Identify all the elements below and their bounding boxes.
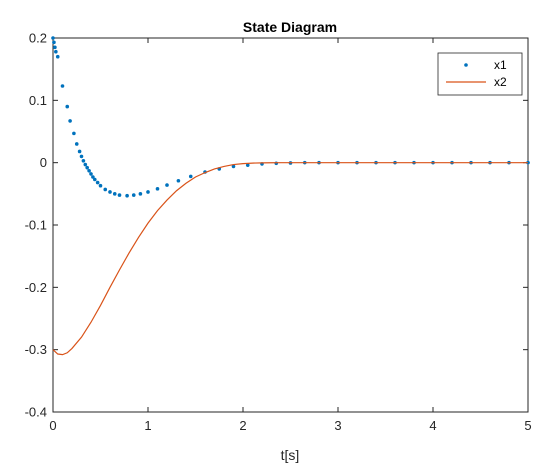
legend-swatch-x1	[464, 63, 468, 67]
y-tick-label: -0.2	[25, 280, 47, 295]
y-tick-label: 0.2	[29, 31, 47, 46]
series-point-x1	[131, 193, 136, 197]
x-tick-label: 4	[429, 418, 436, 433]
series-point-x1	[54, 49, 58, 54]
series-point-x1	[65, 104, 70, 109]
x-tick-label: 2	[239, 418, 246, 433]
y-tick-label: 0	[40, 155, 47, 170]
series-point-x1	[165, 183, 169, 187]
series-point-x1	[87, 168, 91, 173]
x-tick-label: 3	[334, 418, 341, 433]
series-point-x1	[53, 45, 57, 50]
legend-label-x1: x1	[494, 58, 507, 72]
x-tick-label: 5	[524, 418, 531, 433]
series-point-x1	[125, 193, 129, 198]
series-point-x1	[79, 154, 84, 159]
series-point-x1	[112, 192, 117, 196]
legend-box	[437, 52, 523, 96]
series-point-x1	[85, 165, 89, 170]
series-point-x1	[52, 40, 56, 45]
series-point-x1	[146, 190, 150, 194]
series-point-x1	[55, 54, 60, 59]
x-axis-label: t[s]	[281, 447, 300, 463]
series-point-x1	[155, 187, 160, 191]
series-point-x1	[81, 159, 86, 163]
series-point-x1	[83, 162, 88, 167]
series-point-x1	[245, 163, 250, 167]
x-tick-label: 0	[49, 418, 56, 433]
chart-title: State Diagram	[243, 19, 337, 35]
series-point-x1	[95, 180, 100, 185]
legend-label-x2: x2	[494, 75, 507, 89]
y-tick-label: -0.1	[25, 218, 47, 233]
series-point-x1	[77, 149, 82, 154]
y-tick-label: -0.3	[25, 342, 47, 357]
series-point-x1	[176, 178, 181, 183]
plot-area: 0 1 2 3 4 5 0.2 0.1 0 -0.1 -0.2 -0.3 -0.4	[25, 31, 532, 434]
series-point-x1	[98, 183, 103, 188]
series-point-x1	[91, 175, 95, 179]
series-point-x1	[188, 174, 193, 179]
y-tick-label: -0.4	[25, 405, 47, 420]
series-point-x1	[93, 177, 97, 182]
series-point-x1	[108, 190, 112, 194]
series-point-x1	[68, 119, 72, 123]
series-point-x1	[89, 172, 93, 176]
series-point-x1	[117, 193, 122, 197]
series-point-x1	[103, 187, 108, 192]
series-line-x2	[52, 162, 528, 356]
x-tick-label: 1	[144, 418, 151, 433]
series-point-x1	[60, 84, 65, 88]
series-point-x1	[231, 164, 236, 169]
series-point-x1	[51, 36, 55, 40]
series-point-x1	[72, 131, 76, 136]
series-point-x1	[74, 142, 79, 146]
y-tick-label: 0.1	[29, 93, 47, 108]
series-point-x1	[138, 192, 143, 196]
